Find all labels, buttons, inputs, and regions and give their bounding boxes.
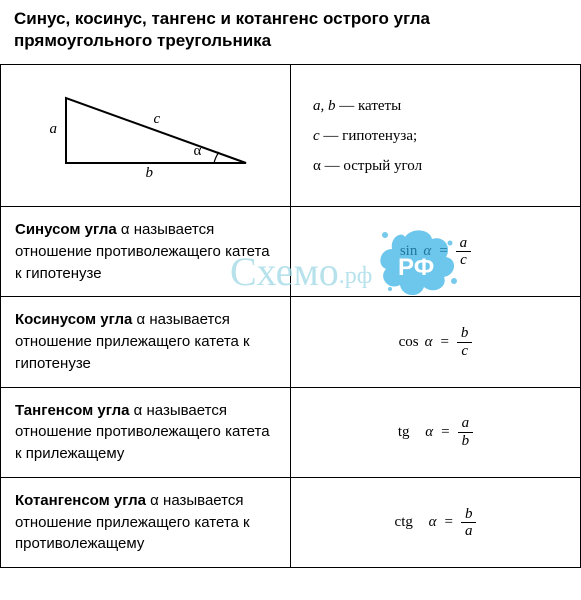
row-cos: Косинусом угла α называется отношение пр… [1,297,581,387]
row-diagram: a b c α a, b — катеты c — гипотенуза; α … [1,65,581,207]
definitions-table: a b c α a, b — катеты c — гипотенуза; α … [0,64,581,568]
triangle-diagram: a b c α [36,83,256,188]
legend-line-1: a, b — катеты [313,91,558,121]
label-a: a [50,121,58,138]
label-b: b [146,165,154,182]
def-ctg: Котангенсом угла α называется отношение … [1,477,291,567]
formula-sin: sinα = ac [291,207,581,297]
row-ctg: Котангенсом угла α называется отношение … [1,477,581,567]
legend-line-2: c — гипотенуза; [313,121,558,151]
def-tg: Тангенсом угла α называется отношение пр… [1,387,291,477]
label-c: c [154,111,161,128]
page-title: Синус, косинус, тангенс и котангенс остр… [0,0,581,64]
def-cos: Косинусом угла α называется отношение пр… [1,297,291,387]
triangle-cell: a b c α [1,65,291,207]
formula-tg: tg α = ab [291,387,581,477]
row-sin: Синусом угла α называется отношение прот… [1,207,581,297]
legend-cell: a, b — катеты c — гипотенуза; α — острый… [291,65,581,207]
legend-line-3: α — острый угол [313,151,558,181]
row-tg: Тангенсом угла α называется отношение пр… [1,387,581,477]
def-sin: Синусом угла α называется отношение прот… [1,207,291,297]
label-alpha: α [194,143,202,160]
formula-cos: cosα = bc [291,297,581,387]
document-root: Синус, косинус, тангенс и котангенс остр… [0,0,581,568]
formula-ctg: ctg α = ba [291,477,581,567]
